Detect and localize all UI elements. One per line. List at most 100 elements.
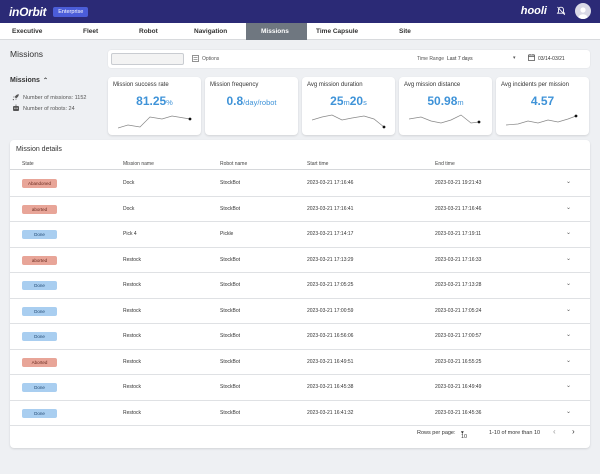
- search-input[interactable]: [111, 53, 184, 65]
- previous-page-icon[interactable]: ‹: [553, 427, 556, 436]
- table-row[interactable]: Aborted Restock StockBot 2023-03-21 16:49:5…: [10, 350, 590, 375]
- mission-name: Restock: [123, 333, 142, 339]
- table-row[interactable]: aborted Dock StockBot 2023-03-21 17:16:41 20…: [10, 197, 590, 222]
- calendar-icon: [528, 54, 535, 63]
- missions-count-stat: Number of missions: 1152: [12, 93, 86, 103]
- notifications-off-icon[interactable]: [556, 6, 566, 16]
- column-header-end[interactable]: End time: [435, 161, 455, 167]
- sparkline: [118, 115, 192, 129]
- kpi-label: Avg mission duration: [307, 82, 363, 88]
- start-time: 2023-03-21 16:45:38: [307, 384, 354, 390]
- mission-name: Restock: [123, 307, 142, 314]
- time-range-label: Time Range: [417, 56, 445, 62]
- column-header-mission[interactable]: Mission name: [123, 161, 154, 167]
- status-badge: aborted: [22, 204, 57, 214]
- page-title: Missions: [10, 49, 44, 59]
- end-time: 2023-03-21 19:21:43: [435, 180, 482, 186]
- status-badge: Done: [22, 230, 57, 239]
- tab-executive[interactable]: Executive: [12, 28, 43, 35]
- table-row[interactable]: Abandoned Dock StockBot 2023-03-21 17:16:46…: [10, 171, 590, 197]
- chevron-up-icon: ⌃: [42, 78, 48, 84]
- chevron-down-icon[interactable]: ⌄: [566, 357, 572, 364]
- mission-name: Restock: [123, 282, 142, 288]
- end-time: 2023-03-21 17:16:46: [435, 205, 482, 212]
- mission-name: Restock: [123, 256, 142, 263]
- main-tabs: Executive Fleet Robot Navigation Mission…: [0, 23, 600, 40]
- start-time: 2023-03-21 17:16:41: [307, 205, 354, 212]
- tab-site[interactable]: Site: [399, 28, 411, 35]
- rows-per-page-select[interactable]: 10 ▾: [461, 430, 468, 440]
- status-badge: Done: [22, 332, 57, 341]
- table-row[interactable]: Done Restock StockBot 2023-03-21 16:45:38 20…: [10, 375, 590, 401]
- column-header-start[interactable]: Start time: [307, 161, 329, 167]
- options-label: Options: [202, 56, 220, 62]
- column-header-robot[interactable]: Robot name: [220, 161, 248, 167]
- mission-name: Restock: [123, 409, 142, 416]
- options-button[interactable]: Options: [192, 54, 220, 64]
- robot-name: StockBot: [220, 384, 241, 390]
- status-badge: Aborted: [22, 357, 57, 367]
- chevron-down-icon[interactable]: ⌄: [566, 306, 572, 313]
- chevron-down-icon[interactable]: ⌄: [566, 255, 572, 262]
- chevron-down-icon[interactable]: ⌄: [566, 332, 572, 338]
- tab-robot[interactable]: Robot: [139, 28, 158, 35]
- tab-time-capsule[interactable]: Time Capsule: [316, 28, 359, 35]
- table-row[interactable]: Done Restock StockBot 2023-03-21 17:00:59 20…: [10, 299, 590, 324]
- sparkline: [312, 114, 386, 129]
- mission-name: Restock: [123, 358, 142, 365]
- chevron-down-icon[interactable]: ⌄: [566, 408, 572, 415]
- date-range-value: 03/14-03/21: [538, 55, 565, 62]
- end-time: 2023-03-21 17:13:28: [435, 282, 482, 288]
- inorbit-logo[interactable]: inOrbit: [9, 4, 47, 19]
- tab-missions[interactable]: Missions: [246, 23, 307, 40]
- time-range-select[interactable]: Last 7 days: [447, 56, 473, 62]
- chevron-down-icon[interactable]: ⌄: [566, 179, 572, 185]
- rocket-icon: [12, 93, 20, 103]
- kpi-value: 4.57: [530, 94, 555, 108]
- start-time: 2023-03-21 17:16:46: [307, 180, 354, 186]
- table-row[interactable]: aborted Restock StockBot 2023-03-21 17:13:2…: [10, 248, 590, 273]
- chevron-down-icon[interactable]: ⌄: [566, 383, 572, 389]
- robot-name: Pickle: [220, 231, 234, 237]
- robot-name: StockBot: [220, 307, 241, 314]
- tab-fleet[interactable]: Fleet: [83, 28, 99, 35]
- end-time: 2023-03-21 17:05:24: [435, 307, 482, 314]
- robot-name: StockBot: [220, 358, 241, 365]
- kpi-card-frequency: Mission frequency 0.8/day/robot: [205, 77, 298, 135]
- table-row[interactable]: Done Restock StockBot 2023-03-21 16:56:06 20…: [10, 324, 590, 350]
- chevron-down-icon[interactable]: ▾: [513, 55, 516, 61]
- tab-navigation[interactable]: Navigation: [194, 28, 228, 35]
- table-row[interactable]: Done Restock StockBot 2023-03-21 17:05:25 20…: [10, 273, 590, 299]
- kpi-value: 81.25%: [136, 94, 173, 108]
- status-badge: Abandoned: [22, 179, 57, 188]
- sparkline: [409, 114, 481, 124]
- table-row[interactable]: Done Pick 4 Pickle 2023-03-21 17:14:17 2023-…: [10, 222, 590, 248]
- avatar[interactable]: [575, 3, 591, 19]
- column-header-state[interactable]: State: [22, 161, 34, 167]
- missions-summary-toggle[interactable]: Missions ⌃: [10, 77, 48, 84]
- start-time: 2023-03-21 17:14:17: [307, 231, 354, 237]
- chevron-down-icon[interactable]: ⌄: [566, 204, 572, 211]
- table-row[interactable]: Done Restock StockBot 2023-03-21 16:41:32 20…: [10, 401, 590, 426]
- top-bar: inOrbit Enterprise hooli: [0, 0, 600, 23]
- start-time: 2023-03-21 16:41:32: [307, 409, 354, 416]
- kpi-card-incidents: Avg incidents per mission 4.57: [496, 77, 589, 135]
- kpi-label: Mission frequency: [210, 82, 259, 88]
- end-time: 2023-03-21 17:16:33: [435, 256, 482, 263]
- date-range-picker[interactable]: 03/14-03/21: [528, 54, 565, 63]
- start-time: 2023-03-21 17:05:25: [307, 282, 354, 288]
- kpi-card-duration: Avg mission duration 25m20s: [302, 77, 395, 135]
- chevron-down-icon[interactable]: ⌄: [566, 281, 572, 287]
- edition-badge: Enterprise: [53, 6, 89, 17]
- hooli-logo: hooli: [520, 5, 547, 17]
- kpi-value: 50.98m: [427, 94, 464, 108]
- next-page-icon[interactable]: ›: [572, 427, 575, 436]
- mission-name: Pick 4: [123, 231, 137, 237]
- rows-per-page-label: Rows per page:: [417, 430, 456, 436]
- chevron-down-icon[interactable]: ⌄: [566, 230, 572, 236]
- robot-icon: [12, 104, 20, 114]
- table-header: State Mission name Robot name Start time…: [10, 157, 590, 170]
- mission-name: Dock: [123, 205, 135, 212]
- status-badge: Done: [22, 408, 57, 418]
- status-badge: aborted: [22, 255, 57, 265]
